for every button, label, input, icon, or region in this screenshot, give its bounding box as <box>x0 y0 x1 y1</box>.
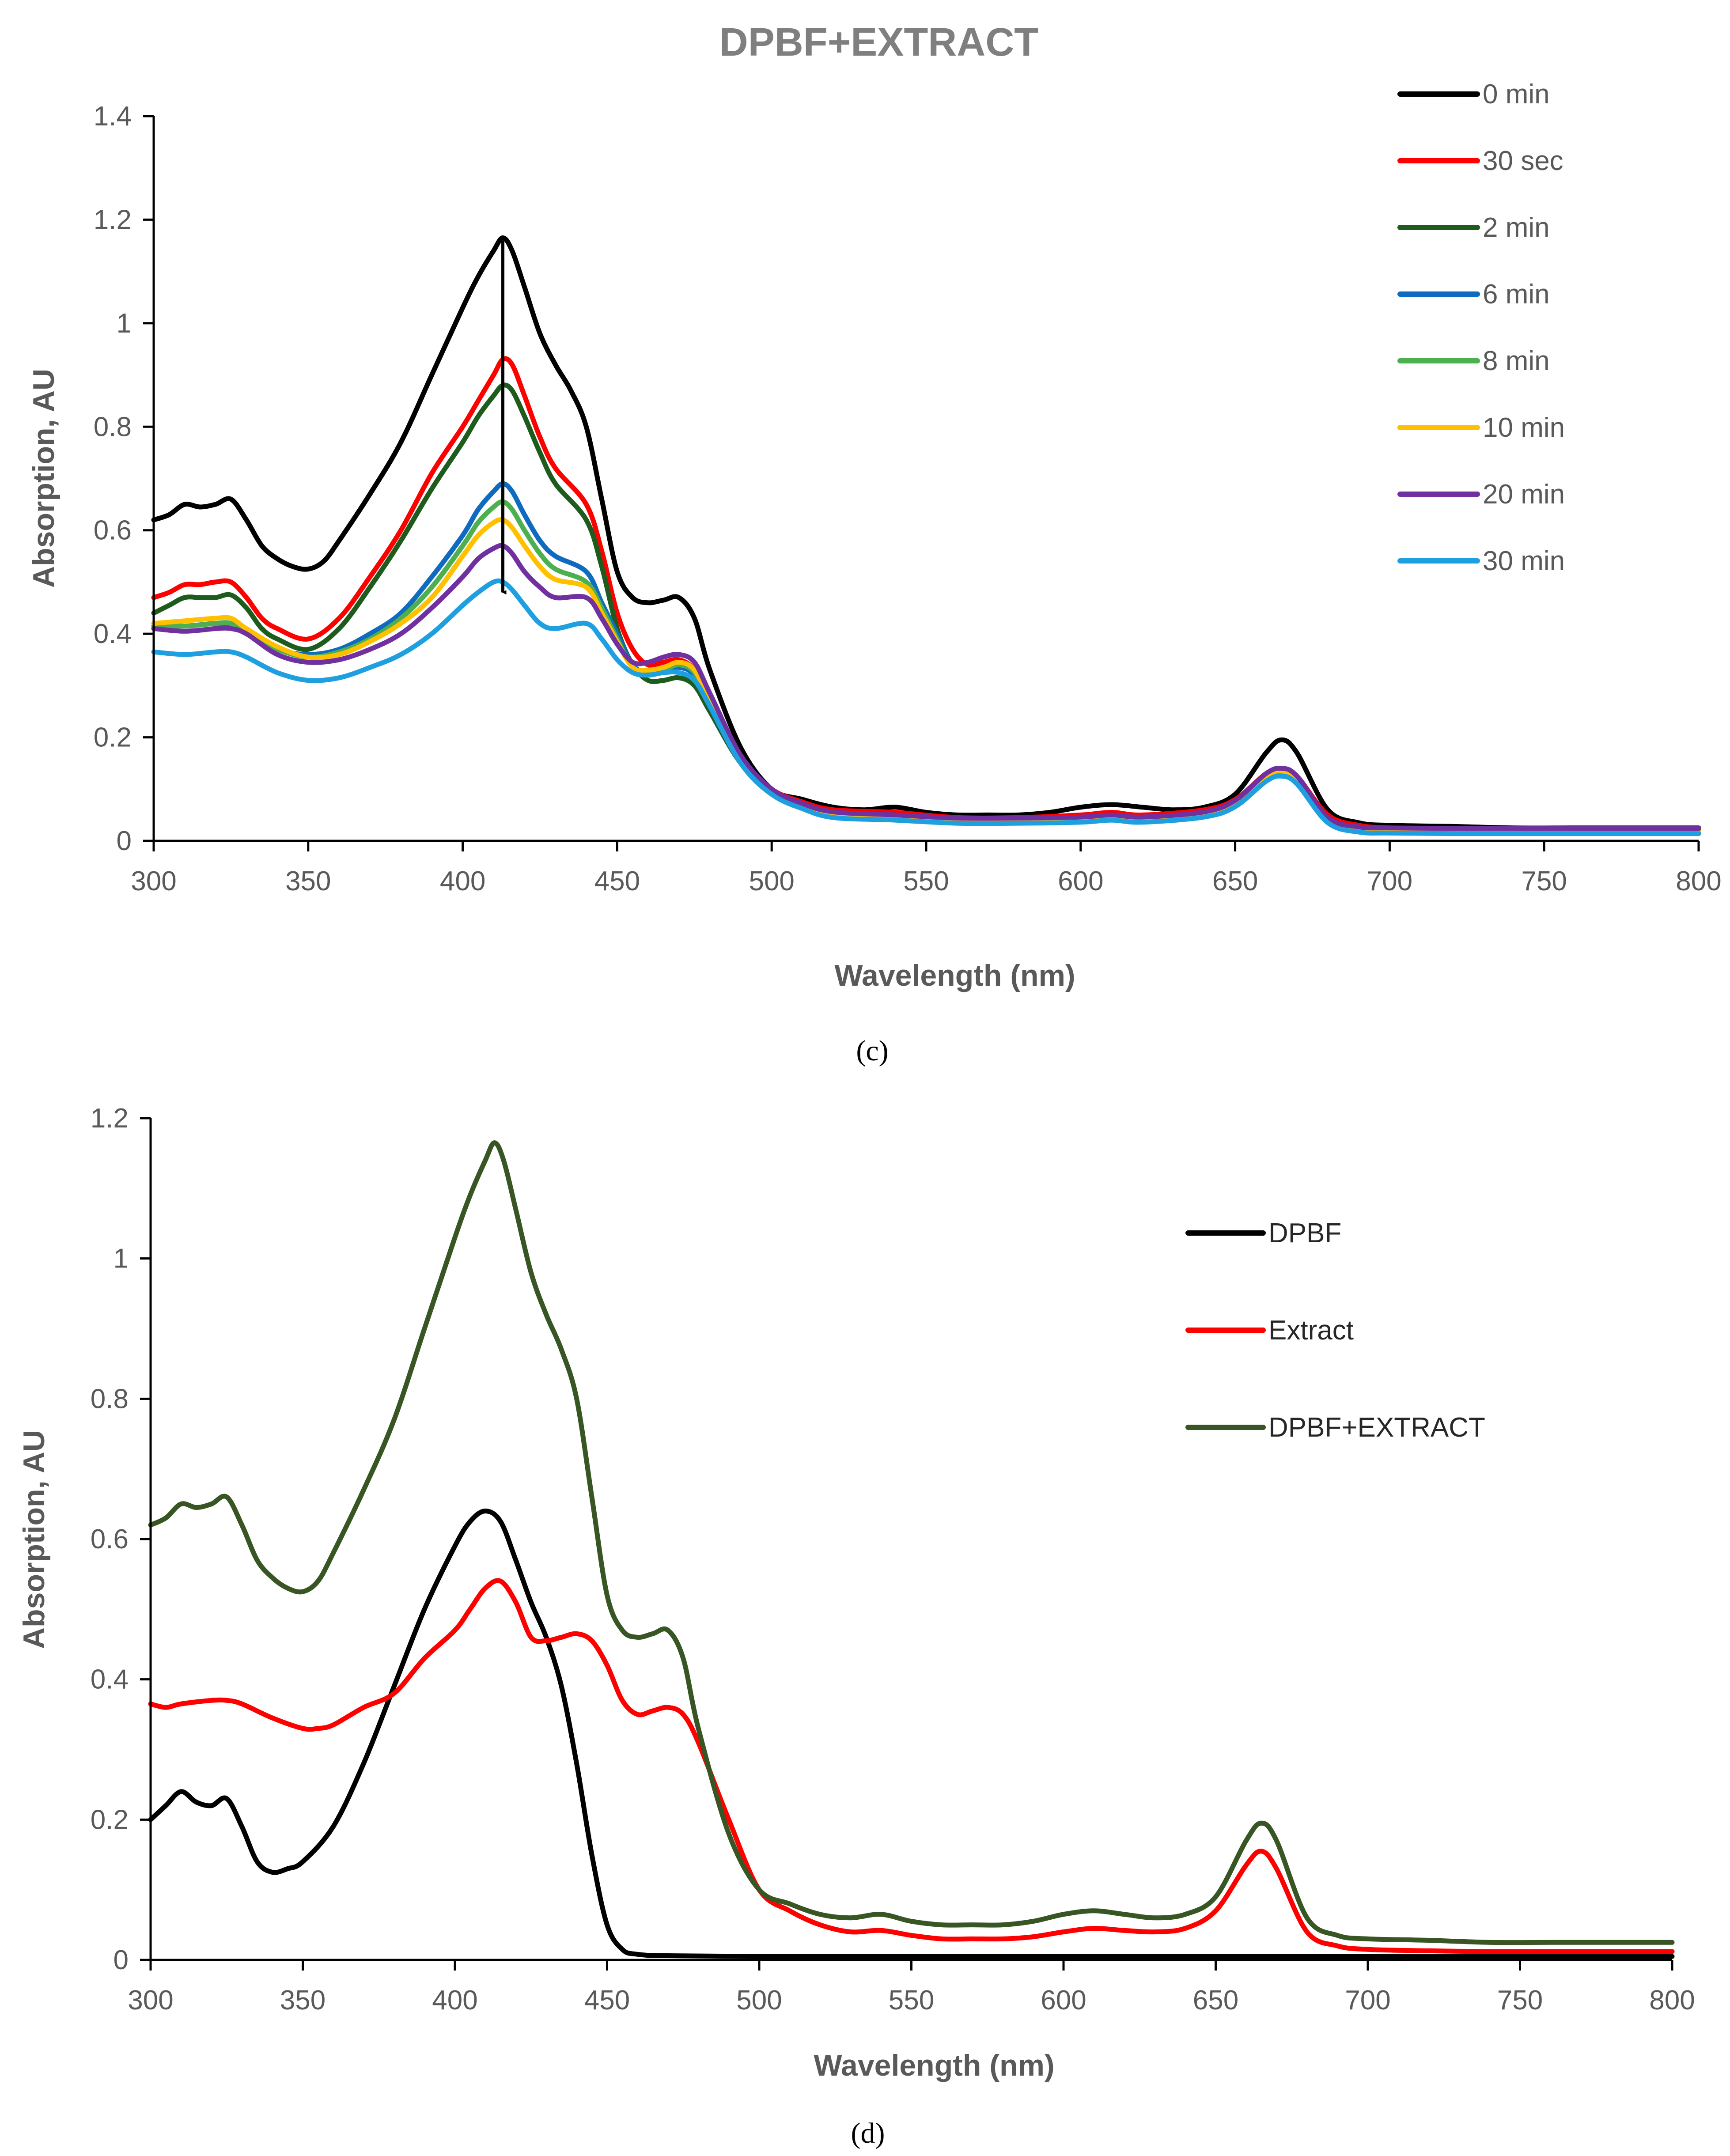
y-tick-label: 0 <box>114 1945 129 1975</box>
x-tick-label: 800 <box>1676 866 1721 896</box>
legend-label: DPBF <box>1268 1218 1341 1248</box>
legend-label: 30 sec <box>1483 146 1563 176</box>
series-line-10-min <box>151 517 1701 834</box>
y-tick-label: 0.6 <box>94 515 132 546</box>
y-tick-label: 0.8 <box>91 1384 129 1414</box>
x-tick-label: 350 <box>285 866 331 896</box>
series-line-6-min <box>151 481 1701 835</box>
y-tick-label: 0.4 <box>94 619 132 649</box>
legend-item: 6 min <box>1397 279 1550 310</box>
x-tick-label: 600 <box>1058 866 1103 896</box>
legend-item: Extract <box>1185 1315 1354 1346</box>
x-tick-label: 350 <box>280 1985 326 2016</box>
legend-item: DPBF+EXTRACT <box>1185 1412 1485 1443</box>
x-tick-label: 700 <box>1367 866 1412 896</box>
legend-item: DPBF <box>1185 1218 1341 1248</box>
x-tick-label: 800 <box>1649 1985 1695 2016</box>
y-tick-label: 0.4 <box>91 1664 129 1695</box>
panel-label-c: (c) <box>856 1035 888 1067</box>
series-line-dpbf <box>148 1509 1675 1959</box>
x-tick-label: 400 <box>440 866 485 896</box>
y-tick-label: 0.2 <box>91 1804 129 1835</box>
x-tick-label: 750 <box>1497 1985 1543 2016</box>
x-tick-label: 500 <box>736 1985 782 2016</box>
chart-panel-d: 0 0.2 0.4 0.6 0.8 1 1.2 300 350 400 450 500 550 600 6… <box>17 1103 1695 2149</box>
x-axis-title: Wavelength (nm) <box>814 2049 1054 2082</box>
y-axis-ticks: 0 0.2 0.4 0.6 0.8 1 1.2 1.4 <box>94 101 154 856</box>
series-line-extract <box>148 1578 1675 1954</box>
legend-label: 6 min <box>1483 279 1550 310</box>
x-tick-label: 550 <box>889 1985 934 2016</box>
y-tick-label: 0.6 <box>91 1524 129 1555</box>
legend-label: 10 min <box>1483 412 1565 443</box>
x-tick-label: 300 <box>131 866 176 896</box>
legend-item: 20 min <box>1397 479 1565 510</box>
x-tick-label: 300 <box>128 1985 173 2016</box>
legend-label: 8 min <box>1483 346 1550 376</box>
y-tick-label: 1.4 <box>94 101 132 132</box>
legend-item: 30 sec <box>1397 146 1563 176</box>
legend-label: DPBF+EXTRACT <box>1268 1412 1485 1443</box>
legend-item: 2 min <box>1397 212 1550 243</box>
series-line-30-min <box>151 578 1701 836</box>
legend-label: Extract <box>1268 1315 1354 1346</box>
y-tick-label: 1.2 <box>94 204 132 235</box>
legend-label: 20 min <box>1483 479 1565 510</box>
y-tick-label: 1 <box>117 308 132 339</box>
y-tick-label: 0.2 <box>94 722 132 753</box>
y-axis-ticks: 0 0.2 0.4 0.6 0.8 1 1.2 <box>91 1103 151 1975</box>
series-line-20-min <box>151 543 1701 831</box>
legend-label: 30 min <box>1483 546 1565 576</box>
y-axis-title: Absorption, AU <box>27 369 61 588</box>
x-tick-label: 650 <box>1212 866 1258 896</box>
x-axis-ticks: 300 350 400 450 500 550 600 650 700 750 800 <box>131 841 1722 896</box>
panel-label-d: (d) <box>851 2117 885 2149</box>
x-tick-label: 450 <box>584 1985 630 2016</box>
x-tick-label: 700 <box>1345 1985 1390 2016</box>
legend-item: 30 min <box>1397 546 1565 576</box>
y-tick-label: 0 <box>117 826 132 856</box>
y-tick-label: 1.2 <box>91 1103 129 1134</box>
x-tick-label: 600 <box>1041 1985 1086 2016</box>
y-axis-title: Absorption, AU <box>17 1430 51 1649</box>
series-lines <box>151 235 1701 836</box>
legend-item: 8 min <box>1397 346 1550 376</box>
x-axis-title: Wavelength (nm) <box>834 959 1075 992</box>
x-tick-label: 400 <box>432 1985 477 2016</box>
x-tick-label: 550 <box>903 866 949 896</box>
chart-title: DPBF+EXTRACT <box>719 20 1039 64</box>
y-tick-label: 1 <box>114 1244 129 1274</box>
series-lines <box>148 1140 1675 1959</box>
legend-item: 10 min <box>1397 412 1565 443</box>
series-line-0-min <box>151 235 1701 831</box>
legend-label: 0 min <box>1483 79 1550 110</box>
legend: 0 min 30 sec 2 min 6 min 8 min 10 min 20 min 30… <box>1397 79 1565 576</box>
x-tick-label: 750 <box>1521 866 1567 896</box>
x-tick-label: 450 <box>594 866 640 896</box>
x-tick-label: 650 <box>1193 1985 1238 2016</box>
legend: DPBF Extract DPBF+EXTRACT <box>1185 1218 1485 1443</box>
y-tick-label: 0.8 <box>94 412 132 442</box>
series-line-dpbf-extract <box>148 1140 1675 1945</box>
legend-item: 0 min <box>1397 79 1550 110</box>
legend-label: 2 min <box>1483 212 1550 243</box>
x-tick-label: 500 <box>749 866 794 896</box>
x-axis-ticks: 300 350 400 450 500 550 600 650 700 750 800 <box>128 1960 1695 2016</box>
chart-panel-c: DPBF+EXTRACT 0 0.2 0.4 0.6 0.8 1 1.2 1.4 300 350… <box>27 20 1722 1067</box>
series-line-2-min <box>151 382 1701 834</box>
